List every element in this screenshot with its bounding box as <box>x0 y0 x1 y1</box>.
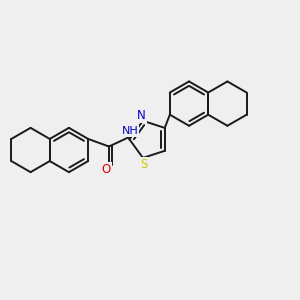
Text: O: O <box>102 163 111 176</box>
Text: N: N <box>137 109 146 122</box>
Text: S: S <box>140 158 147 171</box>
Text: NH: NH <box>122 126 138 136</box>
